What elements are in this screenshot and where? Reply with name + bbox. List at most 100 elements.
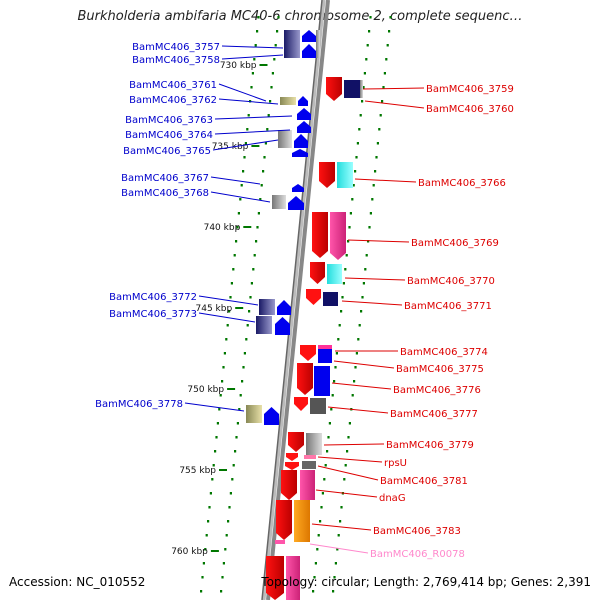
guide-dot	[334, 562, 337, 565]
gene-arrow-down	[310, 262, 325, 284]
guide-dot	[232, 464, 235, 467]
gene-arrow-down	[288, 432, 304, 452]
guide-dot	[262, 170, 265, 173]
gene-box	[337, 162, 353, 188]
guide-dot	[383, 72, 386, 75]
guide-dot	[252, 268, 255, 271]
gene-box	[280, 97, 296, 105]
gene-label-left[interactable]: BamMC406_3764	[125, 130, 213, 141]
guide-dot	[359, 114, 362, 117]
gene-label-right-leader	[311, 523, 372, 531]
guide-dot	[276, 30, 279, 33]
guide-dot	[344, 268, 347, 271]
guide-dot	[232, 268, 235, 271]
gene-label-right[interactable]: BamMC406_3775	[396, 364, 484, 375]
guide-dot	[236, 226, 239, 229]
guide-dot	[352, 184, 355, 187]
guide-dot	[243, 156, 246, 159]
gene-box	[294, 500, 310, 542]
gene-label-right[interactable]: BamMC406_3777	[390, 409, 478, 420]
guide-dot	[238, 408, 241, 411]
gene-label-left[interactable]: BamMC406_3768	[121, 188, 209, 199]
guide-dot	[243, 352, 246, 355]
guide-dot	[230, 282, 233, 285]
gene-label-left[interactable]: BamMC406_3778	[95, 399, 183, 410]
gene-label-right[interactable]: BamMC406_3760	[426, 104, 514, 115]
guide-dot	[235, 240, 238, 243]
guide-dot	[327, 436, 330, 439]
guide-dot	[326, 450, 329, 453]
guide-dot	[264, 142, 267, 145]
guide-dot	[381, 100, 384, 103]
gene-label-left[interactable]: BamMC406_3761	[129, 80, 217, 91]
guide-dot	[231, 478, 234, 481]
gene-arrow-up	[297, 121, 311, 133]
guide-dot	[340, 506, 343, 509]
gene-label-left[interactable]: BamMC406_3772	[109, 292, 197, 303]
kbp-tick-label: 730 kbp	[220, 61, 257, 71]
guide-dot	[349, 212, 352, 215]
gene-label-left[interactable]: BamMC406_3758	[132, 55, 220, 66]
guide-dot	[348, 422, 351, 425]
guide-dot	[247, 114, 250, 117]
gene-label-right[interactable]: BamMC406_3779	[386, 440, 474, 451]
guide-dot	[353, 380, 356, 383]
guide-dot	[358, 324, 361, 327]
guide-dot	[355, 352, 358, 355]
gene-label-left[interactable]: BamMC406_3767	[121, 173, 209, 184]
backbone-shadow	[262, 0, 326, 600]
guide-dot	[225, 534, 228, 537]
gene-label-left[interactable]: BamMC406_3773	[109, 309, 197, 320]
gene-label-right[interactable]: BamMC406_3776	[393, 385, 481, 396]
gene-label-left-leader	[210, 191, 271, 203]
guide-dot	[364, 268, 367, 271]
guide-dot	[207, 520, 210, 523]
guide-dot	[209, 492, 212, 495]
rna-label[interactable]: BamMC406_R0078	[370, 549, 465, 560]
guide-dot	[219, 394, 222, 397]
gene-label-left[interactable]: BamMC406_3762	[129, 95, 217, 106]
gene-box	[344, 80, 360, 98]
gene-arrow-down	[319, 162, 335, 188]
gene-box	[246, 405, 262, 423]
guide-dot	[368, 226, 371, 229]
gene-label-right[interactable]: BamMC406_3781	[380, 476, 468, 487]
guide-dot	[237, 212, 240, 215]
gene-label-right[interactable]: BamMC406_3771	[404, 301, 492, 312]
guide-dot	[273, 58, 276, 61]
kbp-tick-label: 750 kbp	[187, 385, 224, 395]
gene-label-right-leader	[364, 100, 425, 109]
gene-label-right[interactable]: BamMC406_3759	[426, 84, 514, 95]
guide-dot	[343, 478, 346, 481]
guide-dot	[341, 296, 344, 299]
gene-label-right[interactable]: BamMC406_3766	[418, 178, 506, 189]
gene-label-left[interactable]: BamMC406_3757	[132, 42, 220, 53]
guide-dot	[379, 114, 382, 117]
gene-label-right[interactable]: BamMC406_3770	[407, 276, 495, 287]
guide-dot	[239, 394, 242, 397]
guide-dot	[235, 436, 238, 439]
gene-label-right[interactable]: dnaG	[379, 493, 406, 504]
guide-dot	[365, 254, 368, 257]
gene-label-right[interactable]: BamMC406_3774	[400, 347, 488, 358]
guide-dot	[269, 100, 272, 103]
guide-dot	[365, 58, 368, 61]
gene-label-right[interactable]: rpsU	[384, 458, 407, 469]
map-title: Burkholderia ambifaria MC40-6 chromosome…	[77, 9, 523, 24]
rna-label-leader	[309, 543, 369, 554]
guide-dot	[215, 436, 218, 439]
guide-dot	[236, 422, 239, 425]
guide-dot	[253, 254, 256, 257]
gene-label-right[interactable]: BamMC406_3769	[411, 238, 499, 249]
gene-label-left-leader	[184, 402, 245, 412]
gene-label-right[interactable]: BamMC406_3783	[373, 526, 461, 537]
guide-dot	[233, 254, 236, 257]
gene-label-left[interactable]: BamMC406_3763	[125, 115, 213, 126]
guide-dot	[386, 44, 389, 47]
guide-dot	[385, 58, 388, 61]
guide-dot	[313, 576, 316, 579]
guide-dot	[227, 520, 230, 523]
gene-label-left[interactable]: BamMC406_3765	[123, 146, 211, 157]
guide-dot	[342, 282, 345, 285]
guide-dot	[257, 212, 260, 215]
